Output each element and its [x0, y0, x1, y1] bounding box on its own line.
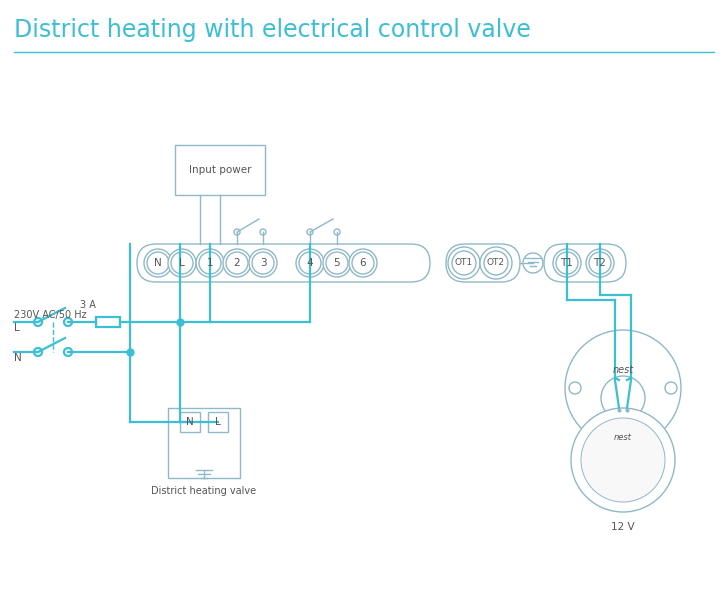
- Circle shape: [553, 249, 581, 277]
- Circle shape: [323, 249, 351, 277]
- Circle shape: [64, 348, 72, 356]
- Text: 1: 1: [207, 258, 213, 268]
- Text: nest: nest: [612, 365, 633, 375]
- Circle shape: [601, 376, 645, 420]
- Circle shape: [569, 382, 581, 394]
- Text: 230V AC/50 Hz: 230V AC/50 Hz: [14, 310, 87, 320]
- Text: N: N: [186, 417, 194, 427]
- Text: District heating valve: District heating valve: [151, 486, 256, 496]
- Circle shape: [665, 382, 677, 394]
- Circle shape: [144, 249, 172, 277]
- Text: L: L: [14, 323, 20, 333]
- Text: 2: 2: [234, 258, 240, 268]
- Circle shape: [64, 318, 72, 326]
- Circle shape: [168, 249, 196, 277]
- Circle shape: [234, 229, 240, 235]
- Text: OT1: OT1: [455, 258, 473, 267]
- Circle shape: [223, 249, 251, 277]
- Circle shape: [571, 408, 675, 512]
- Text: N: N: [154, 258, 162, 268]
- FancyBboxPatch shape: [544, 244, 626, 282]
- Circle shape: [296, 249, 324, 277]
- Circle shape: [34, 348, 42, 356]
- Text: L: L: [179, 258, 185, 268]
- Circle shape: [448, 247, 480, 279]
- Text: nest: nest: [614, 434, 632, 443]
- Circle shape: [307, 229, 313, 235]
- Text: N: N: [14, 353, 22, 363]
- Circle shape: [523, 253, 543, 273]
- Text: OT2: OT2: [487, 258, 505, 267]
- Text: 4: 4: [306, 258, 313, 268]
- Circle shape: [334, 229, 340, 235]
- Text: 6: 6: [360, 258, 366, 268]
- Text: L: L: [215, 417, 221, 427]
- FancyBboxPatch shape: [180, 412, 200, 432]
- Text: 3 A: 3 A: [80, 300, 96, 310]
- Circle shape: [581, 418, 665, 502]
- Text: 12 V: 12 V: [612, 522, 635, 532]
- Circle shape: [480, 247, 512, 279]
- Text: 3: 3: [260, 258, 266, 268]
- Circle shape: [260, 229, 266, 235]
- FancyBboxPatch shape: [96, 317, 120, 327]
- Text: 5: 5: [333, 258, 340, 268]
- Text: District heating with electrical control valve: District heating with electrical control…: [14, 18, 531, 42]
- FancyBboxPatch shape: [446, 244, 520, 282]
- Text: Input power: Input power: [189, 165, 251, 175]
- FancyBboxPatch shape: [168, 408, 240, 478]
- Circle shape: [34, 318, 42, 326]
- FancyBboxPatch shape: [175, 145, 265, 195]
- FancyBboxPatch shape: [137, 244, 430, 282]
- FancyBboxPatch shape: [615, 410, 631, 420]
- Circle shape: [565, 330, 681, 446]
- Text: T1: T1: [561, 258, 574, 268]
- Circle shape: [249, 249, 277, 277]
- Circle shape: [196, 249, 224, 277]
- Circle shape: [586, 249, 614, 277]
- FancyBboxPatch shape: [208, 412, 228, 432]
- Text: T2: T2: [593, 258, 606, 268]
- Circle shape: [349, 249, 377, 277]
